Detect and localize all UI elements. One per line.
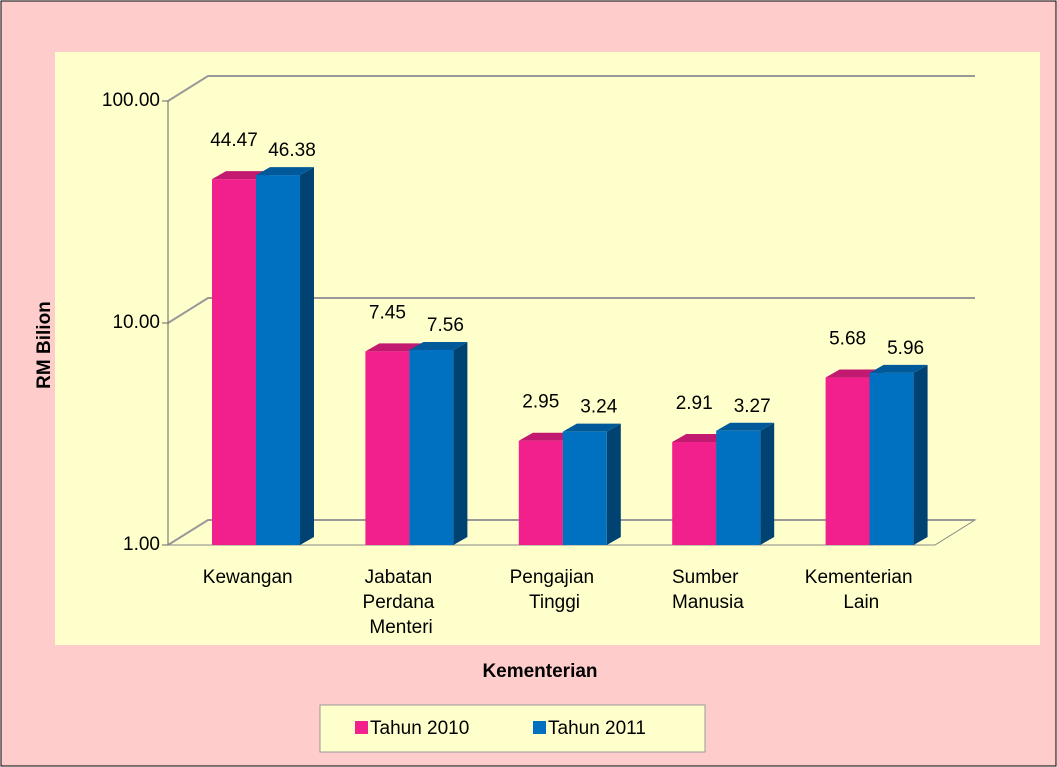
- value-label: 5.68: [829, 329, 866, 350]
- value-label: 3.27: [734, 396, 771, 417]
- bar-side: [913, 364, 928, 545]
- bar: [672, 442, 717, 545]
- x-tick-label: Pengajian Tinggi: [510, 567, 600, 613]
- legend-box: [319, 704, 706, 753]
- value-label: 7.56: [427, 315, 464, 336]
- bar-side: [300, 167, 314, 545]
- y-tick-label: 100.00: [102, 90, 160, 111]
- x-tick-label: Sumber Manusia: [672, 567, 744, 613]
- y-tick-label: 10.00: [112, 312, 160, 333]
- grid-line: [167, 297, 975, 324]
- bar: [825, 377, 870, 545]
- value-label: 3.24: [580, 397, 617, 418]
- bar: [409, 349, 454, 545]
- bar-top: [409, 341, 468, 350]
- y-tick-label: 1.00: [123, 534, 160, 555]
- x-axis-label: Kementerian: [482, 661, 597, 682]
- bar-top: [716, 422, 775, 431]
- bar-top: [869, 364, 928, 373]
- bar: [869, 372, 914, 545]
- value-label: 2.91: [676, 393, 713, 414]
- bar-top: [212, 171, 270, 180]
- x-tick-label: Jabatan Perdana Menteri: [363, 567, 440, 638]
- bar: [212, 179, 256, 546]
- bar-top: [365, 343, 424, 352]
- value-label: 5.96: [887, 338, 924, 359]
- bar: [518, 440, 563, 545]
- value-label: 44.47: [210, 130, 258, 151]
- bar-top: [518, 432, 577, 441]
- value-label: 7.45: [369, 302, 406, 323]
- x-tick-label: Kewangan: [203, 567, 293, 588]
- bar-top: [562, 423, 621, 432]
- y-axis-label: RM Bilion: [34, 301, 55, 389]
- bar-top: [672, 434, 731, 443]
- legend-swatch: [533, 721, 546, 734]
- value-label: 46.38: [268, 140, 316, 161]
- bar-side: [606, 423, 621, 545]
- bar-top: [825, 369, 884, 378]
- x-tick-label: Kementerian Lain: [805, 567, 918, 613]
- bar: [365, 351, 410, 545]
- legend-label: Tahun 2010: [370, 718, 469, 739]
- bar-side: [760, 422, 775, 545]
- bar-side: [453, 341, 468, 545]
- bar: [256, 175, 300, 545]
- bar: [716, 430, 761, 545]
- bar: [562, 431, 607, 545]
- bar-top: [256, 167, 314, 176]
- value-label: 2.95: [522, 392, 559, 413]
- legend-swatch: [355, 721, 368, 734]
- legend-label: Tahun 2011: [548, 718, 646, 739]
- grid-line: [167, 75, 975, 102]
